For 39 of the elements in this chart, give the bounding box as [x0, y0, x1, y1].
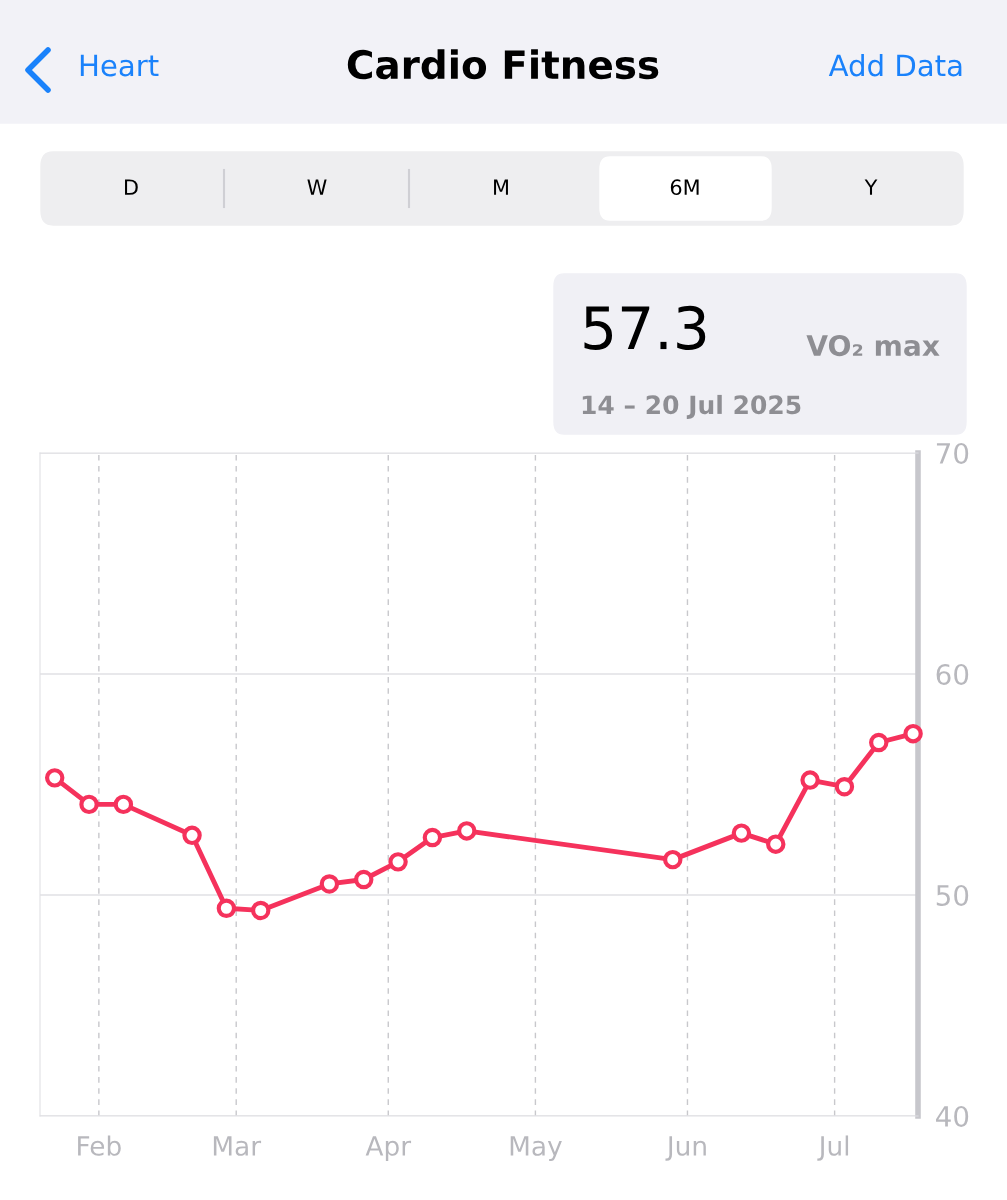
point [903, 723, 923, 744]
y-tick-label: 40 [936, 1105, 969, 1127]
point [663, 849, 683, 870]
chart-title: Cardio Fitness [347, 49, 659, 80]
text: W [307, 179, 327, 195]
point [457, 821, 477, 841]
text: M [494, 179, 508, 195]
text: Add Data [828, 53, 962, 77]
point [44, 768, 65, 788]
y-tick-label: 60 [936, 663, 969, 685]
point [113, 794, 134, 815]
text: 14 – 20 Jul 2025 [582, 394, 801, 419]
x-tick-label: Jun [665, 1136, 706, 1161]
x-tick-label: Feb [78, 1135, 121, 1156]
y-tick-label: 50 [936, 884, 969, 906]
point [79, 794, 99, 815]
point [354, 869, 374, 890]
point [731, 823, 752, 843]
text: 57.3 [584, 305, 706, 350]
y-tick-label: 70 [936, 442, 969, 464]
point [319, 874, 340, 894]
point [869, 732, 889, 753]
x-tick-label: Jul [817, 1135, 849, 1161]
text: 6M [670, 179, 699, 196]
x-tick-label: May [510, 1136, 562, 1161]
text: VO₂ max [806, 334, 940, 357]
point [182, 825, 202, 846]
x-tick-label: Mar [213, 1136, 262, 1156]
text: Y [864, 179, 878, 195]
point [834, 776, 855, 797]
point [766, 834, 786, 854]
text: Heart [80, 54, 159, 77]
text: D [125, 179, 138, 195]
point [216, 898, 237, 918]
x-tick-label: Apr [365, 1136, 412, 1161]
point [388, 852, 408, 872]
point [251, 900, 271, 921]
point [422, 827, 443, 848]
point [800, 770, 820, 790]
